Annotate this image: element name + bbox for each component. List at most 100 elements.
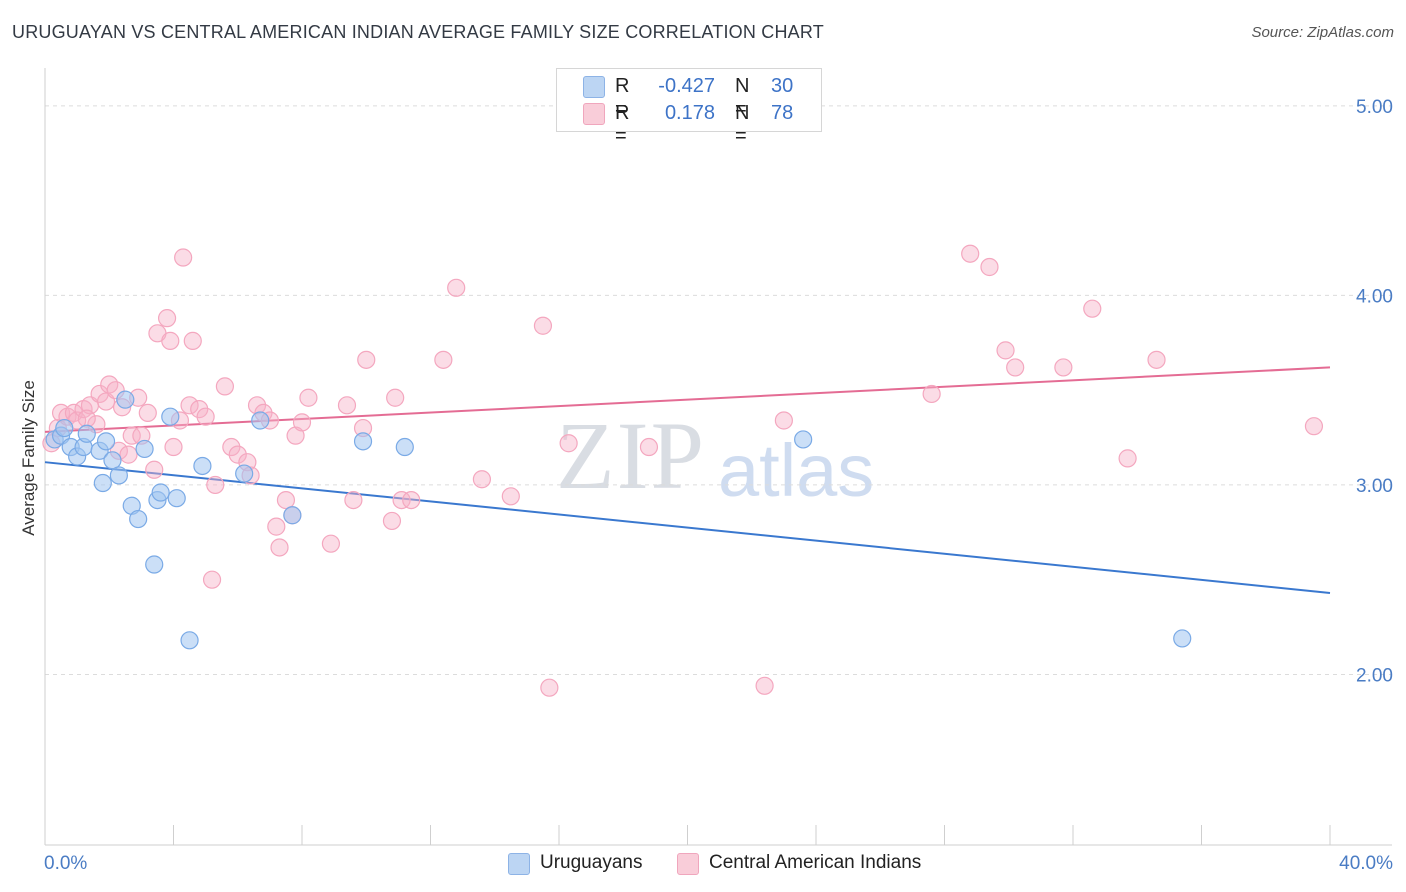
x-tick-label-min: 0.0% <box>44 853 87 874</box>
data-point-uruguayans <box>353 432 373 451</box>
y-axis-title: Average Family Size <box>19 380 38 536</box>
data-point-uruguayans <box>55 418 74 438</box>
data-point-central-american-indians <box>1118 449 1137 468</box>
data-point-central-american-indians <box>980 257 999 277</box>
source-label: Source: ZipAtlas.com <box>1251 24 1394 41</box>
data-point-central-american-indians <box>961 244 980 263</box>
data-point-uruguayans <box>251 411 270 430</box>
data-point-central-american-indians <box>996 341 1015 360</box>
data-point-central-american-indians <box>344 490 363 510</box>
y-tick-label: 3.00 <box>1356 476 1393 497</box>
data-point-uruguayans <box>145 555 164 574</box>
data-point-central-american-indians <box>270 538 289 557</box>
y-tick-label: 2.00 <box>1356 665 1393 686</box>
legend-r-value: -0.427 <box>658 75 715 97</box>
data-point-central-american-indians <box>472 470 491 489</box>
data-point-central-american-indians <box>222 437 241 457</box>
data-point-central-american-indians <box>533 316 553 335</box>
series-legend: Uruguayans Central American Indians <box>0 852 1406 878</box>
data-point-central-american-indians <box>337 396 357 415</box>
data-point-uruguayans <box>103 451 122 470</box>
legend-swatch-central-american-indians <box>677 853 699 875</box>
data-point-central-american-indians <box>382 511 402 531</box>
legend-r-label: R = <box>615 102 630 147</box>
data-point-central-american-indians <box>183 331 202 350</box>
legend-n-value: 78 <box>771 102 794 124</box>
data-point-uruguayans <box>193 456 212 476</box>
chart-title: URUGUAYAN VS CENTRAL AMERICAN INDIAN AVE… <box>12 22 824 42</box>
data-point-central-american-indians <box>267 517 286 536</box>
data-point-central-american-indians <box>434 350 453 369</box>
data-point-central-american-indians <box>215 377 234 396</box>
data-point-central-american-indians <box>119 445 138 464</box>
data-point-central-american-indians <box>164 437 183 457</box>
data-point-central-american-indians <box>392 490 411 510</box>
data-point-central-american-indians <box>157 309 177 328</box>
legend-r-value: 0.178 <box>664 102 715 124</box>
x-tick-label-max: 40.0% <box>1339 853 1393 874</box>
data-point-central-american-indians <box>922 384 941 404</box>
data-point-uruguayans <box>116 390 135 409</box>
data-point-uruguayans <box>161 407 180 426</box>
data-point-uruguayans <box>96 432 116 451</box>
data-point-central-american-indians <box>228 445 247 464</box>
data-point-central-american-indians <box>77 409 96 428</box>
data-point-central-american-indians <box>402 490 421 510</box>
data-point-central-american-indians <box>138 403 157 423</box>
legend-n-value: 30 <box>771 75 794 97</box>
legend-label-uruguayans: Uruguayans <box>540 852 643 873</box>
data-point-central-american-indians <box>292 413 312 432</box>
y-tick-label: 5.00 <box>1356 97 1393 118</box>
legend-swatch-uruguayans <box>508 853 530 875</box>
data-point-uruguayans <box>283 506 302 525</box>
data-point-uruguayans <box>77 424 96 443</box>
data-point-central-american-indians <box>540 678 559 697</box>
data-point-central-american-indians <box>180 396 199 415</box>
data-point-uruguayans <box>235 464 254 483</box>
data-point-central-american-indians <box>774 411 793 430</box>
correlation-legend: R = -0.427 N = 30 R = 0.178 N = 78 <box>556 68 822 147</box>
data-point-central-american-indians <box>1147 350 1166 369</box>
data-point-central-american-indians <box>174 248 193 267</box>
data-points <box>42 244 1324 697</box>
data-point-uruguayans <box>167 489 186 508</box>
data-point-uruguayans <box>109 466 128 485</box>
data-point-central-american-indians <box>639 437 659 457</box>
data-point-uruguayans <box>395 437 414 457</box>
data-point-uruguayans <box>93 473 112 493</box>
data-point-central-american-indians <box>196 407 215 426</box>
data-point-central-american-indians <box>1304 417 1324 436</box>
data-point-central-american-indians <box>202 570 222 589</box>
data-point-central-american-indians <box>559 434 578 453</box>
data-point-uruguayans <box>129 509 148 529</box>
watermark-zip: ZIP <box>556 402 706 509</box>
data-point-uruguayans <box>1173 629 1192 648</box>
data-point-uruguayans <box>794 430 813 449</box>
legend-label-central-american-indians: Central American Indians <box>709 852 922 873</box>
data-point-central-american-indians <box>299 388 318 407</box>
data-point-central-american-indians <box>501 487 520 506</box>
data-point-central-american-indians <box>276 490 296 510</box>
data-point-central-american-indians <box>1006 358 1025 377</box>
legend-n-label: N = <box>735 102 750 147</box>
legend-swatch-central-american-indians <box>583 103 605 125</box>
data-point-central-american-indians <box>1054 358 1073 377</box>
axes <box>44 68 1392 846</box>
data-point-central-american-indians <box>161 331 180 350</box>
legend-swatch-uruguayans <box>583 76 605 98</box>
trend-line-central-american-indians <box>44 366 1331 433</box>
data-point-central-american-indians <box>357 350 376 369</box>
y-tick-label: 4.00 <box>1356 286 1393 307</box>
data-point-central-american-indians <box>321 534 341 553</box>
data-point-central-american-indians <box>190 400 209 419</box>
data-point-uruguayans <box>135 439 154 459</box>
trend-lines <box>44 366 1331 594</box>
data-point-central-american-indians <box>1083 299 1102 318</box>
legend-n-label: N = <box>735 75 750 120</box>
data-point-central-american-indians <box>122 426 141 445</box>
data-point-central-american-indians <box>386 388 405 407</box>
grid-lines <box>45 105 1392 675</box>
data-point-uruguayans <box>180 631 199 650</box>
data-point-central-american-indians <box>755 676 774 695</box>
